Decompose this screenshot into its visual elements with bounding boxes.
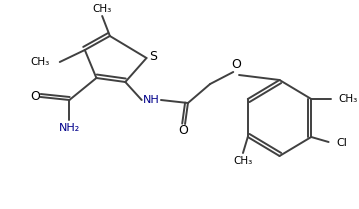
Text: O: O — [178, 125, 188, 138]
Text: NH₂: NH₂ — [59, 123, 80, 133]
Text: CH₃: CH₃ — [93, 4, 112, 14]
Text: O: O — [31, 90, 41, 103]
Text: NH: NH — [143, 95, 160, 105]
Text: CH₃: CH₃ — [31, 57, 50, 67]
Text: CH₃: CH₃ — [233, 156, 253, 166]
Text: CH₃: CH₃ — [338, 94, 358, 104]
Text: S: S — [149, 51, 157, 64]
Text: Cl: Cl — [336, 138, 347, 148]
Text: O: O — [231, 59, 241, 71]
